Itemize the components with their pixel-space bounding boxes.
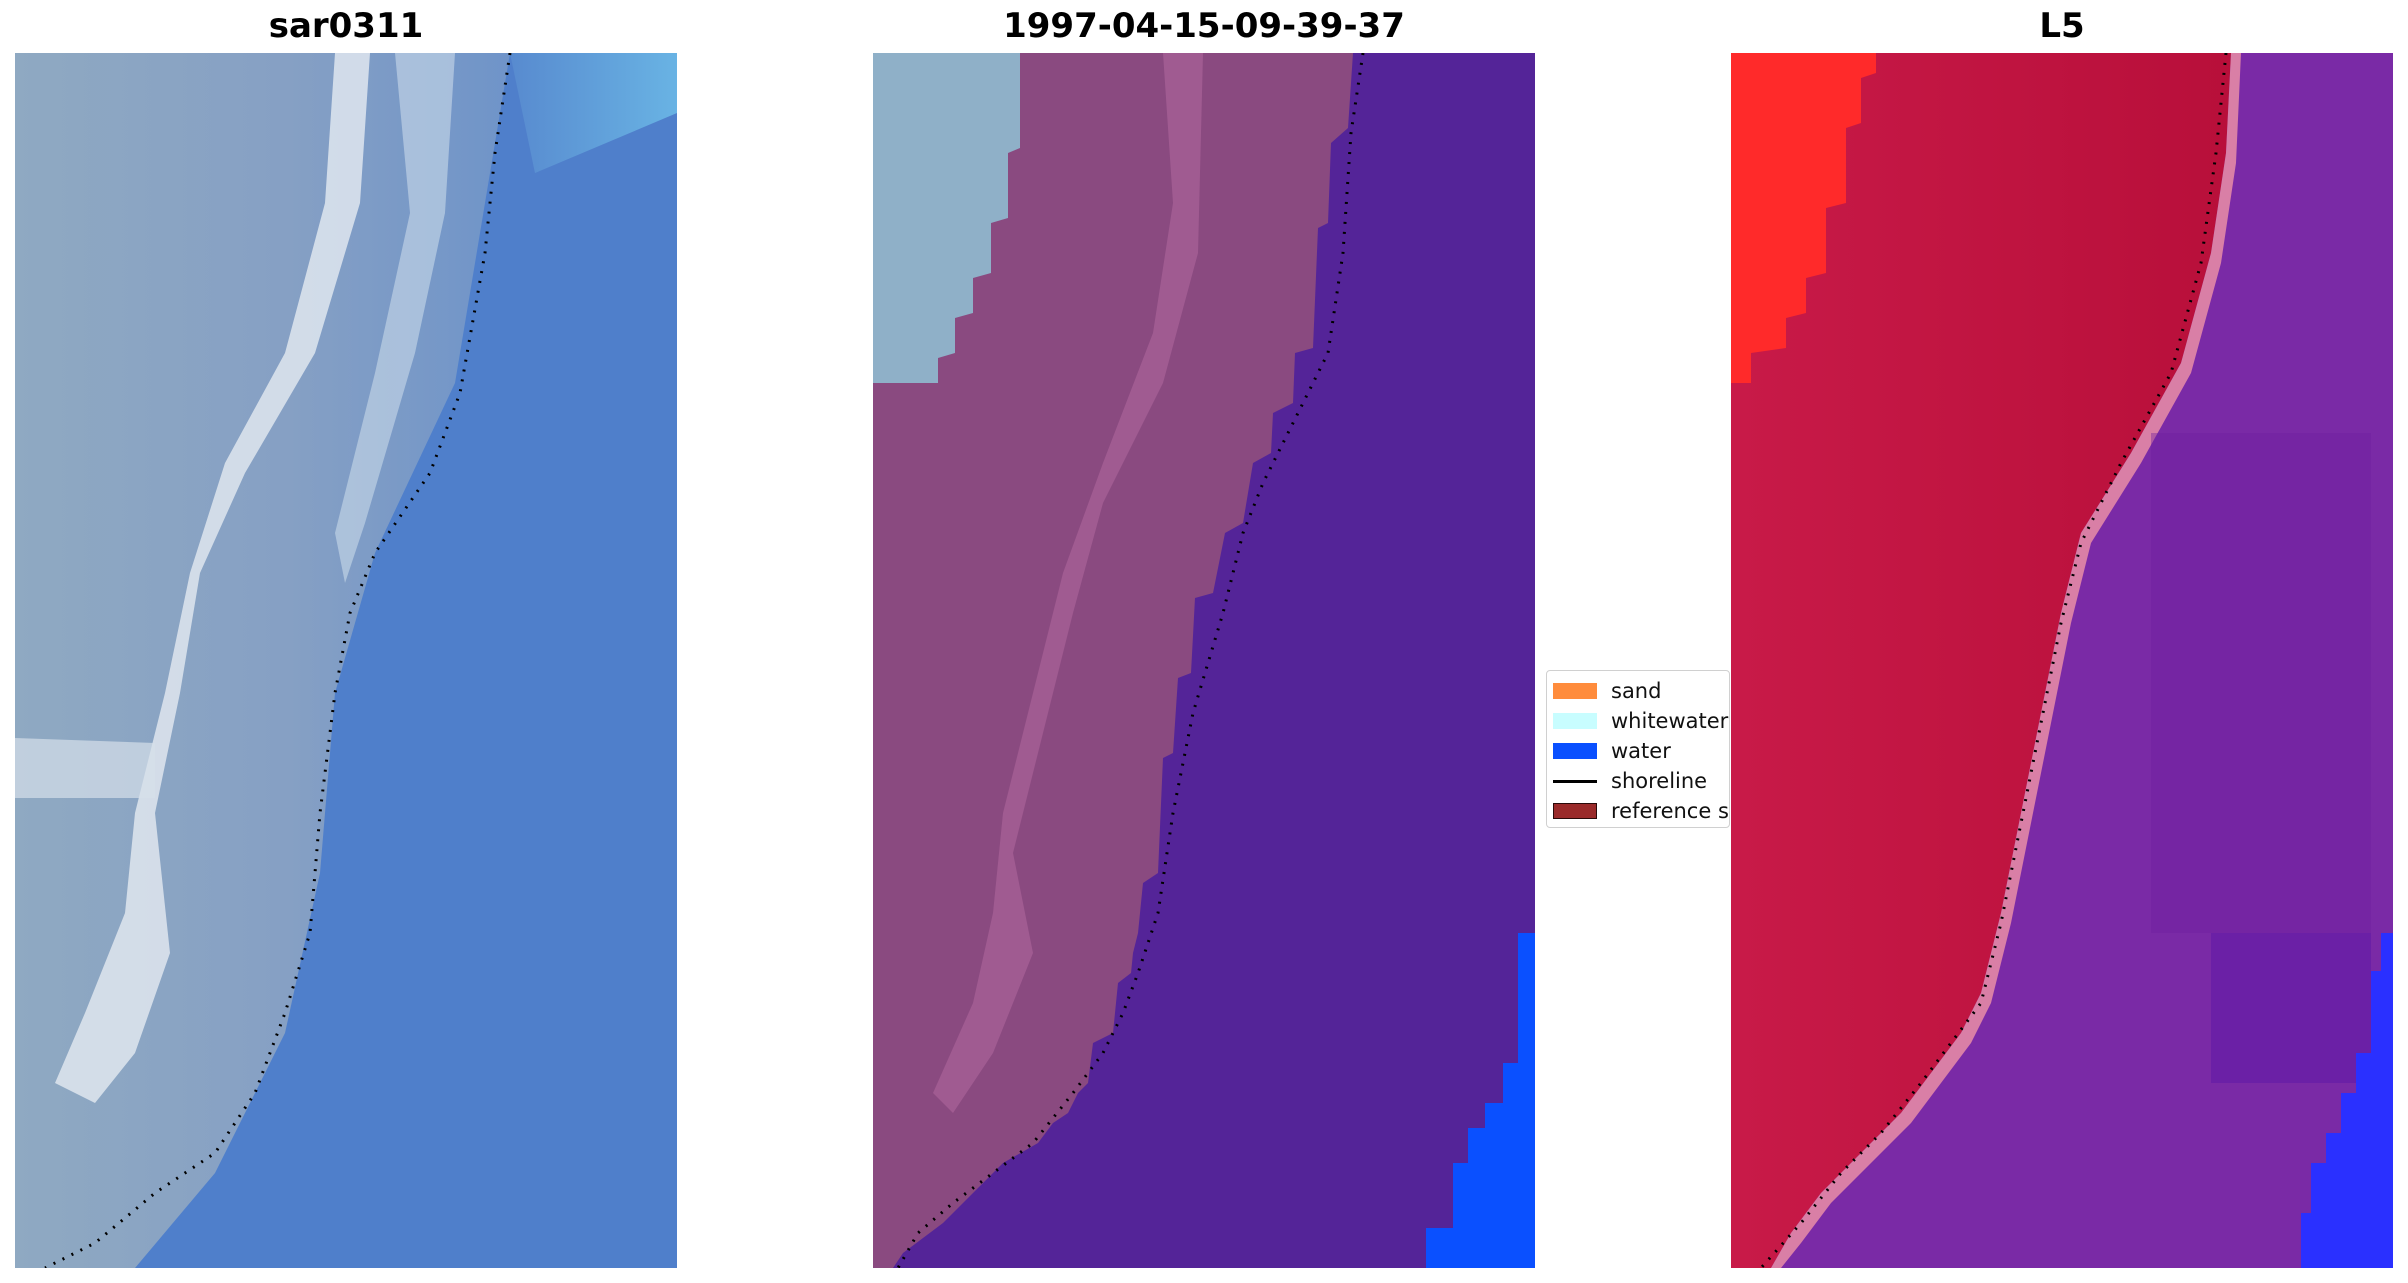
legend-label-reference: reference s — [1611, 799, 1729, 823]
reference-swatch — [1553, 803, 1597, 819]
shoreline-swatch — [1553, 779, 1597, 783]
legend-item-reference-shoreline: reference s — [1553, 799, 1729, 823]
shoreline-line — [896, 53, 1365, 1268]
l5-image — [1731, 53, 2393, 1268]
shoreline-line — [1759, 53, 2228, 1268]
rgb-image — [15, 53, 677, 1268]
legend-label-sand: sand — [1611, 679, 1662, 703]
sand-swatch — [1553, 683, 1597, 699]
panel-title-l5: L5 — [2039, 6, 2085, 46]
shoreline-line — [44, 53, 512, 1268]
legend-item-whitewater: whitewater — [1553, 709, 1728, 733]
legend-item-shoreline: shoreline — [1553, 769, 1707, 793]
classification-image — [873, 53, 1535, 1268]
legend-label-shoreline: shoreline — [1611, 769, 1708, 793]
l5-panel — [1731, 53, 2393, 1268]
classification-panel — [873, 53, 1535, 1268]
panel-title-sar0311: sar0311 — [268, 6, 424, 46]
rgb-image-panel — [15, 53, 677, 1268]
legend-item-sand: sand — [1553, 679, 1661, 703]
legend-label-whitewater: whitewater — [1611, 709, 1729, 733]
legend-label-water: water — [1611, 739, 1671, 763]
legend-item-water: water — [1553, 739, 1671, 763]
whitewater-swatch — [1553, 713, 1597, 729]
legend: sand whitewater water shoreline referenc… — [1546, 670, 1730, 828]
panel-title-date: 1997-04-15-09-39-37 — [1003, 6, 1405, 46]
water-swatch — [1553, 743, 1597, 759]
